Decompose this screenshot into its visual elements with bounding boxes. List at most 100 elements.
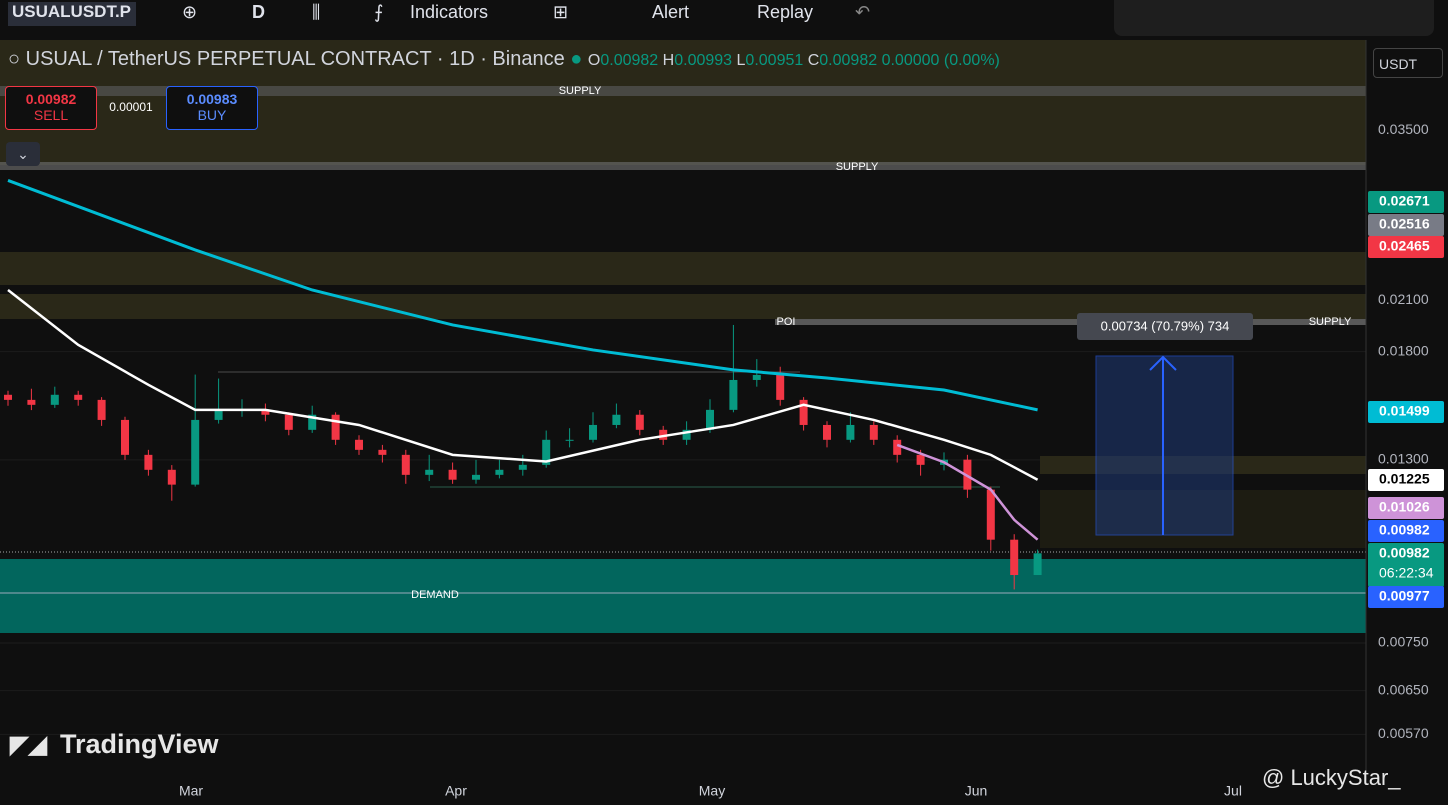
month-label: Jul bbox=[1224, 783, 1242, 799]
candle-body bbox=[472, 474, 480, 480]
candle-body bbox=[448, 469, 457, 480]
price-badge-label: 0.01225 bbox=[1379, 471, 1430, 487]
candle-body bbox=[635, 414, 644, 430]
collapse-button[interactable]: ⌄ bbox=[6, 142, 40, 166]
candle-body bbox=[191, 419, 200, 485]
spread: 0.00001 bbox=[109, 100, 153, 114]
c-label: C bbox=[807, 52, 820, 69]
candle-body bbox=[1010, 539, 1019, 576]
moving-average bbox=[896, 443, 1039, 541]
candle-body bbox=[542, 439, 551, 465]
candle-body bbox=[144, 454, 153, 470]
layouts[interactable]: ⊞ bbox=[553, 2, 569, 22]
candle-body bbox=[401, 454, 410, 475]
candle-body bbox=[659, 429, 668, 440]
price-badge-label: 0.01499 bbox=[1379, 403, 1430, 419]
candle-body bbox=[425, 469, 434, 475]
moving-average bbox=[7, 289, 1039, 481]
candle-body bbox=[121, 419, 129, 455]
indicators[interactable]: Indicators bbox=[410, 2, 489, 22]
candle-body bbox=[846, 424, 855, 440]
legend: ○ USUAL / TetherUS PERPETUAL CONTRACT · … bbox=[0, 48, 1000, 78]
candle-body bbox=[284, 414, 293, 430]
h-value: 0.00993 bbox=[674, 52, 733, 69]
measure-label: 0.00734 (70.79%) 734 bbox=[1101, 318, 1230, 333]
candle-body bbox=[729, 379, 738, 410]
o-value: 0.00982 bbox=[600, 52, 659, 69]
price-badge-label: 0.02465 bbox=[1379, 238, 1430, 254]
measure-arrowhead bbox=[1149, 355, 1177, 371]
price-badge bbox=[1368, 191, 1444, 213]
month-label: Apr bbox=[445, 783, 467, 799]
replay[interactable]: Replay bbox=[757, 2, 814, 22]
candle-body bbox=[612, 414, 621, 425]
y-tick-label: 0.03500 bbox=[1378, 121, 1429, 137]
buy-label: BUY bbox=[197, 107, 227, 123]
supply-label: SUPPLY bbox=[559, 85, 602, 97]
candle-body bbox=[167, 469, 176, 485]
moving-average bbox=[7, 179, 1038, 412]
candle-body bbox=[823, 424, 831, 440]
chart-type[interactable]: ⫼ bbox=[312, 2, 321, 22]
candle-body bbox=[355, 439, 363, 450]
candle-body bbox=[518, 464, 527, 470]
h-label: H bbox=[662, 52, 675, 69]
undo[interactable]: ↶ bbox=[855, 2, 871, 22]
alert[interactable]: Alert bbox=[652, 2, 690, 22]
l-value: 0.00951 bbox=[745, 52, 804, 69]
branding: TradingView bbox=[60, 729, 220, 759]
drawing-tools[interactable] bbox=[1114, 0, 1434, 36]
month-label: Jun bbox=[965, 783, 988, 799]
sell-label: SELL bbox=[33, 107, 69, 123]
y-tick-label: 0.00750 bbox=[1378, 634, 1429, 650]
candle-body bbox=[27, 399, 36, 405]
price-badge bbox=[1368, 469, 1444, 491]
candle-body bbox=[50, 394, 59, 405]
status-dot: ● bbox=[570, 48, 588, 70]
candle-body bbox=[495, 469, 504, 475]
candle-body bbox=[682, 429, 691, 440]
supply-label: SUPPLY bbox=[1309, 316, 1352, 328]
interval[interactable]: D bbox=[252, 2, 265, 22]
measure-box bbox=[1095, 355, 1234, 536]
candle-body bbox=[4, 394, 12, 400]
price-badge bbox=[1368, 586, 1444, 608]
price-badge bbox=[1368, 236, 1444, 258]
add-symbol[interactable]: ⊕ bbox=[182, 2, 198, 22]
buy-price: 0.00983 bbox=[186, 91, 238, 107]
change: 0.00000 (0.00%) bbox=[881, 52, 1000, 69]
candle-body bbox=[97, 399, 106, 420]
candle-body bbox=[986, 489, 995, 540]
y-tick-label: 0.01800 bbox=[1378, 342, 1429, 358]
candle-body bbox=[893, 439, 902, 455]
candle-body bbox=[869, 424, 878, 440]
branding-logo: ◤◢ bbox=[9, 731, 47, 758]
demand-zone bbox=[0, 559, 1366, 633]
price-badge-label: 0.02516 bbox=[1379, 216, 1430, 232]
countdown: 06:22:34 bbox=[1379, 565, 1434, 581]
candle-body bbox=[776, 374, 785, 400]
price-badge-label: 0.00982 bbox=[1379, 522, 1430, 538]
indicators-icon[interactable]: ⨍ bbox=[374, 2, 384, 22]
y-tick-label: 0.02100 bbox=[1378, 291, 1429, 307]
symbol[interactable]: USUALUSDT.P bbox=[8, 2, 136, 26]
buy-button[interactable]: 0.00983 BUY bbox=[166, 86, 258, 130]
supply-line bbox=[0, 162, 1366, 170]
sell-button[interactable]: 0.00982 SELL bbox=[5, 86, 97, 130]
month-label: Mar bbox=[179, 783, 203, 799]
month-label: May bbox=[699, 783, 725, 799]
candle-body bbox=[752, 374, 761, 380]
candle-body bbox=[378, 449, 387, 455]
l-label: L bbox=[736, 52, 746, 69]
y-tick-label: 0.00570 bbox=[1378, 725, 1429, 741]
candle-body bbox=[214, 409, 223, 420]
measure-label-bg bbox=[1077, 313, 1253, 340]
price-badge bbox=[1368, 401, 1444, 423]
currency[interactable]: USDT bbox=[1373, 48, 1443, 78]
supply-zone bbox=[0, 252, 1366, 285]
price-badge bbox=[1368, 520, 1444, 542]
poi-line bbox=[775, 319, 1366, 325]
legend-title: USUAL / TetherUS PERPETUAL CONTRACT · 1D… bbox=[25, 48, 565, 70]
